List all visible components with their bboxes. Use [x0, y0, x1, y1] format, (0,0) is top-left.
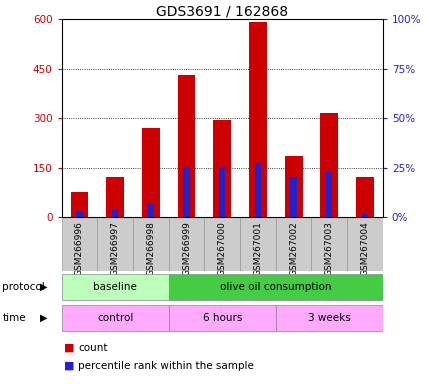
- Bar: [204, 217, 240, 271]
- Bar: [362, 214, 368, 217]
- Text: GSM267001: GSM267001: [253, 221, 262, 276]
- Text: ▶: ▶: [40, 282, 48, 292]
- Text: GSM267002: GSM267002: [289, 221, 298, 276]
- Bar: [147, 204, 154, 217]
- Text: 3 weeks: 3 weeks: [308, 313, 351, 323]
- Bar: [62, 305, 169, 331]
- Text: baseline: baseline: [93, 282, 137, 292]
- Bar: [285, 156, 303, 217]
- Text: count: count: [78, 343, 108, 353]
- Text: ■: ■: [64, 343, 74, 353]
- Bar: [249, 23, 267, 217]
- Bar: [178, 75, 195, 217]
- Bar: [169, 217, 204, 271]
- Bar: [255, 162, 261, 217]
- Bar: [326, 172, 333, 217]
- Text: protocol: protocol: [2, 282, 45, 292]
- Text: GSM267003: GSM267003: [325, 221, 334, 276]
- Bar: [183, 167, 190, 217]
- Bar: [213, 120, 231, 217]
- Bar: [276, 305, 383, 331]
- Bar: [290, 177, 297, 217]
- Text: ■: ■: [64, 361, 74, 371]
- Bar: [106, 177, 124, 217]
- Title: GDS3691 / 162868: GDS3691 / 162868: [156, 4, 288, 18]
- Bar: [169, 305, 276, 331]
- Text: GSM267004: GSM267004: [360, 221, 370, 276]
- Text: 6 hours: 6 hours: [202, 313, 242, 323]
- Text: GSM266996: GSM266996: [75, 221, 84, 276]
- Text: ▶: ▶: [40, 313, 48, 323]
- Text: GSM266998: GSM266998: [147, 221, 155, 276]
- Bar: [133, 217, 169, 271]
- Bar: [356, 177, 374, 217]
- Bar: [312, 217, 347, 271]
- Text: GSM266997: GSM266997: [110, 221, 120, 276]
- Bar: [62, 217, 97, 271]
- Text: control: control: [97, 313, 133, 323]
- Bar: [240, 217, 276, 271]
- Bar: [112, 210, 118, 217]
- Text: olive oil consumption: olive oil consumption: [220, 282, 331, 292]
- Text: percentile rank within the sample: percentile rank within the sample: [78, 361, 254, 371]
- Bar: [70, 192, 88, 217]
- Bar: [276, 217, 312, 271]
- Bar: [320, 113, 338, 217]
- Bar: [97, 217, 133, 271]
- Bar: [76, 212, 83, 217]
- Text: time: time: [2, 313, 26, 323]
- Bar: [62, 274, 169, 300]
- Bar: [169, 274, 383, 300]
- Bar: [347, 217, 383, 271]
- Bar: [142, 128, 160, 217]
- Text: GSM267000: GSM267000: [218, 221, 227, 276]
- Bar: [219, 167, 225, 217]
- Text: GSM266999: GSM266999: [182, 221, 191, 276]
